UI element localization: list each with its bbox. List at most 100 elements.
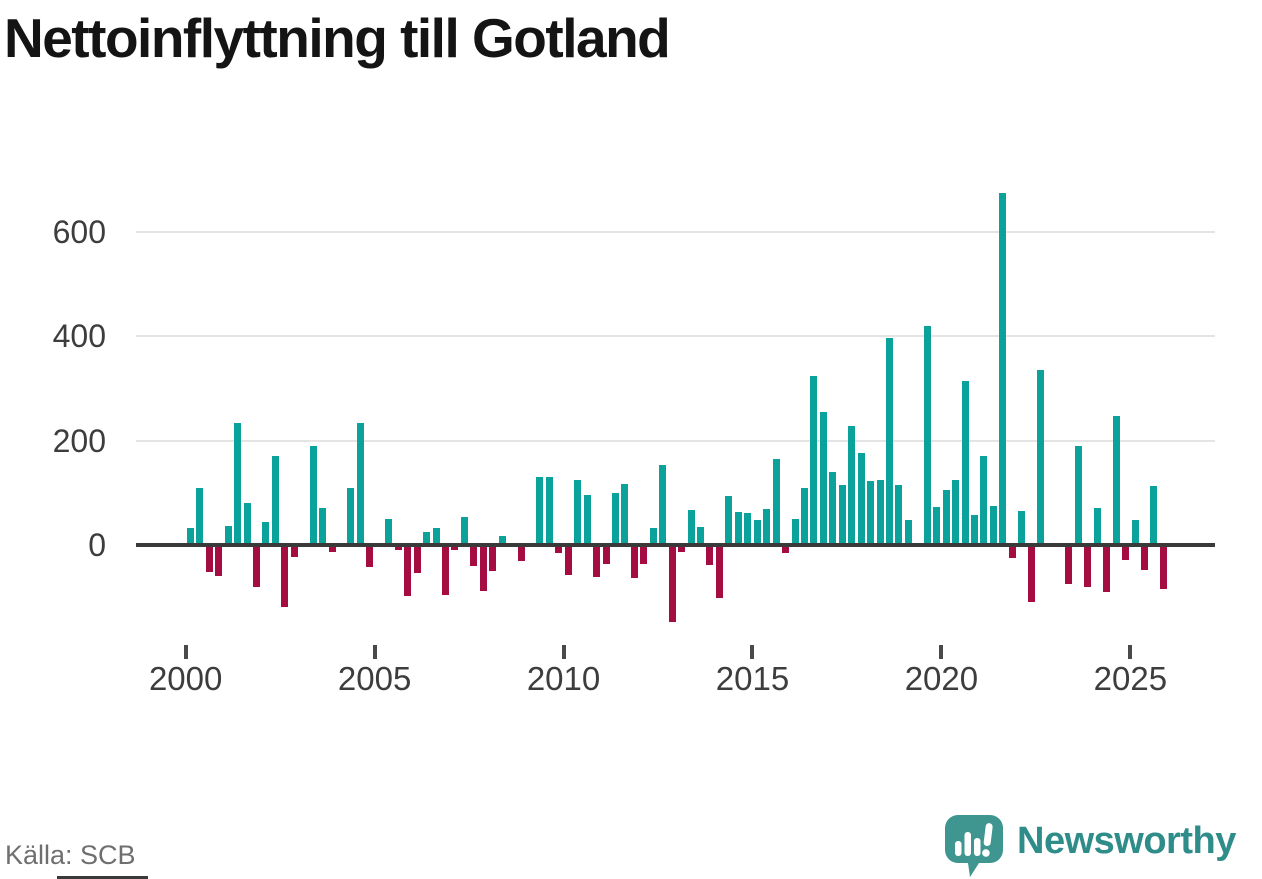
bar-2006-q1	[413, 545, 421, 574]
bar-2016-q1	[791, 518, 799, 545]
x-axis-tick-2015	[750, 645, 755, 659]
bar-2013-q3	[697, 526, 705, 545]
bar-2014-q4	[744, 513, 752, 545]
bar-2003-q3	[319, 508, 327, 545]
bar-2025-q1	[1131, 520, 1139, 545]
bar-2008-q1	[489, 545, 497, 572]
bar-2015-q2	[763, 509, 771, 545]
bar-2002-q2	[271, 456, 279, 545]
x-axis-label-2025: 2025	[1093, 660, 1168, 697]
bar-2012-q1	[640, 545, 648, 565]
bar-2001-q2	[234, 422, 242, 545]
bar-2007-q4	[479, 545, 487, 592]
bar-2009-q2	[536, 477, 544, 545]
bar-2022-q3	[1037, 370, 1045, 545]
bar-2011-q1	[602, 545, 610, 565]
bar-2006-q3	[432, 528, 440, 545]
bar-2011-q2	[612, 492, 619, 545]
bar-2007-q1	[451, 545, 459, 551]
bar-2007-q3	[470, 545, 478, 567]
bar-2023-q3	[1074, 445, 1082, 545]
bar-2010-q3	[583, 494, 591, 545]
bar-2015-q3	[772, 458, 780, 545]
bar-2020-q3	[961, 380, 969, 545]
newsworthy-logo-text: Newsworthy	[1017, 820, 1236, 862]
bar-2003-q4	[328, 545, 336, 552]
x-axis-label-2020: 2020	[904, 660, 979, 697]
bar-2019-q4	[933, 507, 941, 545]
y-axis-label-0: 0	[88, 527, 106, 563]
x-axis-tick-2010	[561, 645, 566, 659]
bar-2018-q3	[885, 337, 893, 545]
bar-2020-q4	[971, 514, 978, 545]
bar-2016-q4	[819, 412, 827, 545]
bar-2024-q3	[1112, 415, 1120, 545]
bar-2005-q2	[385, 518, 393, 545]
bar-2024-q4	[1122, 545, 1130, 560]
bar-2025-q2	[1141, 545, 1149, 570]
chart-title: Nettoinflyttning till Gotland	[4, 7, 671, 69]
bar-2009-q4	[555, 545, 563, 553]
y-axis-label-200: 200	[52, 422, 106, 459]
bar-2001-q1	[224, 526, 232, 545]
bar-2008-q4	[517, 545, 525, 561]
y-axis-label-400: 400	[52, 318, 106, 355]
bar-2011-q4	[630, 545, 638, 579]
bar-2025-q3	[1150, 486, 1158, 545]
bar-2022-q1	[1018, 511, 1026, 545]
bar-2005-q4	[404, 545, 412, 597]
bar-2019-q1	[904, 519, 912, 545]
bar-2004-q4	[366, 545, 374, 567]
bar-2004-q2	[347, 487, 355, 545]
bar-2012-q3	[659, 464, 667, 545]
y-axis-label-600: 600	[52, 214, 106, 251]
bar-2014-q1	[715, 545, 723, 599]
bar-2013-q1	[678, 545, 686, 552]
bar-2018-q4	[895, 485, 903, 545]
bar-2025-q4	[1159, 545, 1167, 590]
x-axis-label-2005: 2005	[337, 660, 412, 697]
bar-2002-q3	[281, 545, 289, 607]
x-axis-label-2010: 2010	[526, 660, 601, 697]
bar-2007-q2	[460, 517, 468, 545]
bar-2020-q2	[952, 479, 960, 545]
bar-2006-q2	[423, 531, 431, 545]
bar-2008-q2	[498, 536, 506, 545]
bar-2016-q2	[800, 487, 808, 545]
bar-2013-q2	[687, 510, 695, 545]
x-axis-tick-2020	[939, 645, 944, 659]
bar-2021-q1	[980, 456, 988, 545]
bar-2003-q2	[309, 445, 317, 545]
bar-2018-q2	[876, 480, 884, 545]
bar-2024-q2	[1103, 545, 1111, 592]
bar-2000-q1	[186, 528, 194, 545]
bar-2014-q3	[734, 512, 742, 545]
x-axis-label-2000: 2000	[148, 660, 223, 697]
bar-2023-q2	[1065, 545, 1073, 585]
bar-2000-q3	[205, 545, 213, 573]
zero-axis-line	[136, 543, 1215, 547]
bar-2006-q4	[441, 545, 449, 596]
bar-2021-q2	[989, 505, 997, 545]
bar-2002-q4	[290, 545, 298, 557]
bar-2015-q4	[782, 545, 790, 553]
bar-2017-q1	[829, 471, 837, 545]
source-attribution: Källa: SCB	[5, 840, 136, 870]
gridline-400	[136, 335, 1215, 338]
bar-2002-q1	[262, 521, 270, 545]
bar-2022-q2	[1027, 545, 1035, 603]
bar-2013-q4	[706, 545, 714, 565]
bar-2004-q3	[356, 422, 364, 545]
bar-2001-q4	[253, 545, 261, 588]
bar-2016-q3	[810, 375, 818, 545]
gridline-200	[136, 439, 1215, 442]
bar-2014-q2	[725, 495, 733, 545]
bar-2012-q4	[668, 545, 676, 623]
bar-2024-q1	[1093, 508, 1101, 545]
bar-2001-q3	[243, 503, 251, 545]
bar-2017-q2	[838, 485, 846, 545]
bar-2011-q3	[621, 483, 629, 545]
bar-2015-q1	[753, 519, 761, 545]
